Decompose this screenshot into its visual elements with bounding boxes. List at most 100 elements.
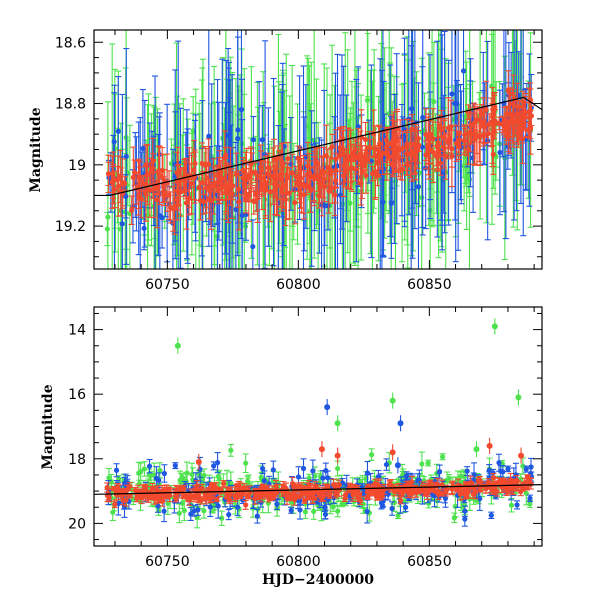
data-point-green <box>184 470 190 476</box>
data-point-red <box>252 169 258 175</box>
data-point-red <box>434 144 441 150</box>
data-point-red <box>528 113 535 119</box>
data-point-blue <box>235 127 241 133</box>
data-point-red <box>341 162 347 169</box>
data-point-red <box>196 185 202 191</box>
data-point-red <box>520 98 526 105</box>
data-point-red <box>361 163 367 169</box>
y-tick-label: 19 <box>68 158 86 174</box>
top-panel-data <box>94 30 542 269</box>
data-point-blue <box>415 184 422 190</box>
data-point-green <box>419 461 425 467</box>
data-point-blue <box>250 137 256 143</box>
data-point-red <box>345 155 351 162</box>
data-point-red <box>137 174 143 180</box>
data-point-red <box>186 195 192 201</box>
data-point-blue <box>113 467 120 473</box>
data-point-red <box>489 130 496 137</box>
data-point-red <box>254 190 260 196</box>
data-point-green <box>520 463 526 469</box>
data-point-blue <box>497 149 503 156</box>
data-point-red <box>240 167 246 173</box>
data-point-red <box>206 161 212 167</box>
data-point-red <box>229 190 235 197</box>
top-panel: 60750 60800 60850 18.6 18.8 19 19.2 Magnitude <box>28 29 543 293</box>
data-point-red <box>377 141 383 147</box>
data-point-blue <box>259 137 265 143</box>
data-point-green <box>306 475 312 481</box>
data-point-red <box>338 147 344 153</box>
data-point-blue <box>211 463 217 469</box>
data-point-green <box>425 460 431 466</box>
data-point-red <box>138 196 145 202</box>
data-point-blue <box>254 513 260 519</box>
data-point-green <box>179 500 186 506</box>
data-point-green <box>148 473 154 479</box>
data-point-green <box>242 223 249 230</box>
data-point-blue <box>420 114 426 121</box>
data-point-red <box>409 148 415 154</box>
data-point-red <box>358 180 364 186</box>
data-point-blue <box>449 91 455 97</box>
data-point-green <box>141 466 148 472</box>
data-point-red <box>280 162 286 168</box>
data-point-green <box>220 135 226 141</box>
data-point-red <box>105 171 112 177</box>
data-point-red <box>504 111 510 117</box>
y-tick-label: 19.2 <box>55 219 86 235</box>
data-point-red <box>390 136 397 142</box>
data-point-red <box>478 123 484 129</box>
data-point-red <box>313 158 319 164</box>
data-point-red <box>241 182 247 188</box>
data-point-red <box>474 133 480 139</box>
data-point-blue <box>250 243 256 250</box>
data-point-green <box>302 509 309 515</box>
data-point-blue <box>462 516 468 522</box>
data-point-red <box>426 148 432 154</box>
data-point-green <box>305 123 311 130</box>
data-point-red <box>483 106 489 113</box>
data-point-red <box>516 104 523 110</box>
data-point-red <box>296 179 302 186</box>
model-curve <box>94 96 542 197</box>
data-point-blue <box>274 501 280 507</box>
data-point-red <box>223 189 229 195</box>
data-point-blue <box>140 145 146 152</box>
data-point-green <box>219 515 225 521</box>
data-point-red <box>348 165 354 172</box>
data-point-red <box>423 131 429 138</box>
data-point-red <box>357 154 363 160</box>
data-point-red <box>117 173 123 180</box>
data-point-red <box>393 144 399 150</box>
data-point-blue <box>488 512 494 518</box>
data-point-green <box>181 507 187 514</box>
data-point-red <box>271 180 278 187</box>
data-point-red <box>329 144 335 150</box>
data-point-red <box>437 160 444 166</box>
data-point-red <box>390 160 396 166</box>
data-point-red <box>430 149 436 155</box>
data-point-red <box>259 186 265 192</box>
data-point-red <box>300 181 307 188</box>
data-point-red <box>203 185 209 191</box>
data-point-red <box>505 133 512 139</box>
data-point-red <box>456 131 462 137</box>
data-point-blue <box>402 504 409 510</box>
data-point-red <box>167 204 174 211</box>
data-point-red <box>328 167 334 174</box>
data-point-red <box>150 158 156 164</box>
top-y-axis-title: Magnitude <box>28 107 44 192</box>
data-point-red <box>129 207 135 213</box>
data-point-blue <box>141 225 147 231</box>
data-point-red <box>289 170 295 176</box>
data-point-blue <box>364 508 370 515</box>
data-point-red <box>296 174 302 180</box>
data-point-green <box>335 508 341 514</box>
data-point-green <box>527 501 533 507</box>
data-point-red <box>492 118 498 124</box>
data-point-red <box>528 125 534 131</box>
data-point-red <box>144 172 151 178</box>
data-point-red <box>254 195 261 201</box>
data-point-red <box>449 146 455 152</box>
